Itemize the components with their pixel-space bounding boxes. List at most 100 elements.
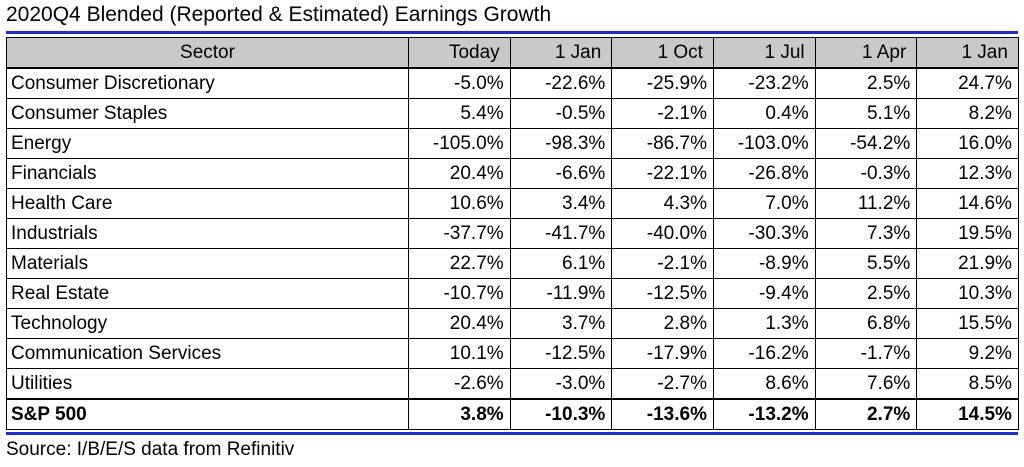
value-cell: 7.3% xyxy=(814,218,918,249)
sector-cell: Utilities xyxy=(6,368,409,400)
value-cell: -13.2% xyxy=(712,398,816,430)
column-header: Today xyxy=(408,37,511,69)
value-cell: -12.5% xyxy=(611,278,714,309)
value-cell: 12.3% xyxy=(916,158,1019,189)
top-rule xyxy=(6,31,1018,34)
value-cell: 22.7% xyxy=(408,248,511,279)
earnings-growth-table: Sector Today 1 Jan 1 Oct 1 Jul 1 Apr 1 J… xyxy=(6,37,1019,430)
value-cell: -23.2% xyxy=(712,67,816,99)
value-cell: 14.5% xyxy=(916,398,1019,430)
value-cell: 7.0% xyxy=(712,188,816,219)
value-cell: 6.1% xyxy=(509,248,613,279)
value-cell: 2.7% xyxy=(814,398,918,430)
value-cell: -41.7% xyxy=(509,218,613,249)
value-cell: 10.3% xyxy=(916,278,1019,309)
value-cell: 4.3% xyxy=(611,188,714,219)
value-cell: 5.4% xyxy=(408,98,511,129)
value-cell: -1.7% xyxy=(814,338,918,369)
value-cell: 3.7% xyxy=(509,308,613,339)
total-row: S&P 500 3.8% -10.3% -13.6% -13.2% 2.7% 14.5% xyxy=(6,398,1019,430)
sector-cell: Materials xyxy=(6,248,409,279)
value-cell: 0.4% xyxy=(712,98,816,129)
value-cell: 3.4% xyxy=(509,188,613,219)
source-note: Source: I/B/E/S data from Refinitiv xyxy=(6,439,295,460)
sector-cell: Consumer Staples xyxy=(6,98,409,129)
bottom-rule xyxy=(6,432,1018,435)
sector-cell: Financials xyxy=(6,158,409,189)
sector-cell: Energy xyxy=(6,128,409,159)
value-cell: -40.0% xyxy=(611,218,714,249)
value-cell: -0.5% xyxy=(509,98,613,129)
value-cell: -12.5% xyxy=(509,338,613,369)
table-row: Real Estate -10.7% -11.9% -12.5% -9.4% 2.5% 10… xyxy=(6,278,1019,309)
column-header: 1 Jul xyxy=(712,37,816,69)
sector-cell: Technology xyxy=(6,308,409,339)
value-cell: -3.0% xyxy=(509,368,613,400)
value-cell: 10.1% xyxy=(408,338,511,369)
value-cell: 24.7% xyxy=(916,67,1019,99)
value-cell: -8.9% xyxy=(712,248,816,279)
value-cell: -5.0% xyxy=(408,67,511,99)
value-cell: 21.9% xyxy=(916,248,1019,279)
table-row: Materials 22.7% 6.1% -2.1% -8.9% 5.5% 21.9% xyxy=(6,248,1019,279)
table-row: Communication Services 10.1% -12.5% -17.9% -… xyxy=(6,338,1019,369)
value-cell: -9.4% xyxy=(712,278,816,309)
value-cell: -10.7% xyxy=(408,278,511,309)
value-cell: -13.6% xyxy=(611,398,714,430)
value-cell: -98.3% xyxy=(509,128,613,159)
table-row: Utilities -2.6% -3.0% -2.7% 8.6% 7.6% 8.5% xyxy=(6,368,1019,400)
value-cell: 16.0% xyxy=(916,128,1019,159)
table-body: Consumer Discretionary -5.0% -22.6% -25.9% -… xyxy=(6,67,1019,430)
value-cell: -105.0% xyxy=(408,128,511,159)
value-cell: 8.6% xyxy=(712,368,816,400)
value-cell: -26.8% xyxy=(712,158,816,189)
sector-cell: Communication Services xyxy=(6,338,409,369)
value-cell: 5.1% xyxy=(814,98,918,129)
sector-cell: S&P 500 xyxy=(6,398,409,430)
column-header: 1 Jan xyxy=(509,37,613,69)
column-header-sector: Sector xyxy=(6,37,409,69)
table-row: Technology 20.4% 3.7% 2.8% 1.3% 6.8% 15.5% xyxy=(6,308,1019,339)
value-cell: -10.3% xyxy=(509,398,613,430)
header-row: Sector Today 1 Jan 1 Oct 1 Jul 1 Apr 1 J… xyxy=(6,37,1019,69)
value-cell: 10.6% xyxy=(408,188,511,219)
value-cell: 9.2% xyxy=(916,338,1019,369)
value-cell: -2.7% xyxy=(611,368,714,400)
column-header: 1 Apr xyxy=(814,37,918,69)
value-cell: -2.1% xyxy=(611,248,714,279)
sector-cell: Health Care xyxy=(6,188,409,219)
value-cell: -17.9% xyxy=(611,338,714,369)
value-cell: 8.2% xyxy=(916,98,1019,129)
value-cell: -6.6% xyxy=(509,158,613,189)
value-cell: 15.5% xyxy=(916,308,1019,339)
value-cell: -22.1% xyxy=(611,158,714,189)
value-cell: -103.0% xyxy=(712,128,816,159)
table-row: Health Care 10.6% 3.4% 4.3% 7.0% 11.2% 14.6% xyxy=(6,188,1019,219)
value-cell: 3.8% xyxy=(408,398,511,430)
value-cell: -22.6% xyxy=(509,67,613,99)
column-header: 1 Oct xyxy=(611,37,714,69)
value-cell: -16.2% xyxy=(712,338,816,369)
sector-cell: Consumer Discretionary xyxy=(6,67,409,99)
value-cell: 14.6% xyxy=(916,188,1019,219)
value-cell: -37.7% xyxy=(408,218,511,249)
value-cell: 2.5% xyxy=(814,278,918,309)
table-row: Financials 20.4% -6.6% -22.1% -26.8% -0.3% 12.… xyxy=(6,158,1019,189)
value-cell: -11.9% xyxy=(509,278,613,309)
value-cell: -86.7% xyxy=(611,128,714,159)
value-cell: -2.6% xyxy=(408,368,511,400)
column-header: 1 Jan xyxy=(916,37,1019,69)
value-cell: -0.3% xyxy=(814,158,918,189)
value-cell: 19.5% xyxy=(916,218,1019,249)
value-cell: 2.5% xyxy=(814,67,918,99)
value-cell: 20.4% xyxy=(408,158,511,189)
sector-cell: Real Estate xyxy=(6,278,409,309)
sector-cell: Industrials xyxy=(6,218,409,249)
value-cell: 20.4% xyxy=(408,308,511,339)
table-row: Consumer Staples 5.4% -0.5% -2.1% 0.4% 5.1% 8.… xyxy=(6,98,1019,129)
value-cell: -2.1% xyxy=(611,98,714,129)
table-row: Industrials -37.7% -41.7% -40.0% -30.3% 7.3% 1… xyxy=(6,218,1019,249)
value-cell: -30.3% xyxy=(712,218,816,249)
page-title: 2020Q4 Blended (Reported & Estimated) Ea… xyxy=(6,3,552,26)
value-cell: 8.5% xyxy=(916,368,1019,400)
